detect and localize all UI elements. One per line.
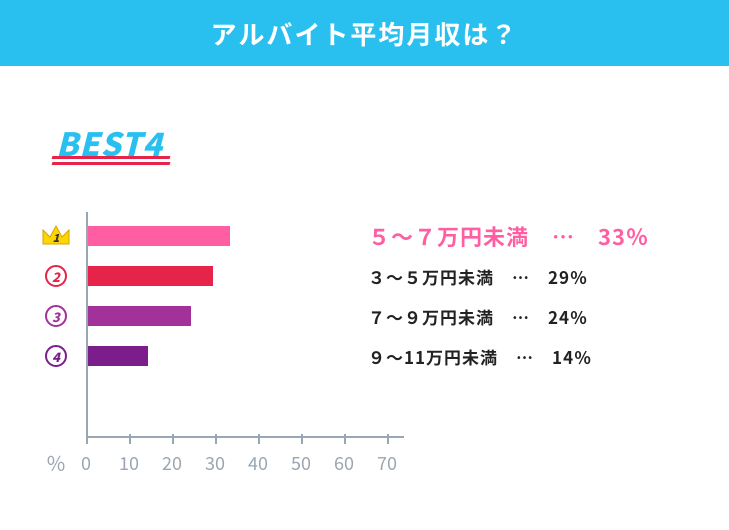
svg-text:1: 1 — [53, 230, 60, 246]
rank-circle-icon: 4 — [38, 340, 74, 372]
x-tick — [172, 434, 174, 444]
x-tick-label: 10 — [119, 450, 139, 476]
chart-row: 1 ５～７万円未満 … 33％ — [38, 220, 698, 252]
row-label: ５～７万円未満 … 33％ — [368, 220, 649, 252]
x-tick — [387, 434, 389, 444]
x-tick-label: 0 — [81, 450, 91, 476]
bar — [88, 226, 230, 246]
x-tick-label: 60 — [334, 450, 354, 476]
chart-row: 4 ９～11万円未満 … 14％ — [38, 340, 698, 372]
bar — [88, 306, 191, 326]
header-banner: アルバイト平均月収は？ — [0, 0, 729, 66]
bar — [88, 266, 213, 286]
x-tick-label: 50 — [291, 450, 311, 476]
best4-underline — [52, 156, 170, 166]
x-tick-label: 20 — [162, 450, 182, 476]
x-tick — [215, 434, 217, 444]
x-tick-label: 30 — [205, 450, 225, 476]
rank-circle-icon: 2 — [38, 260, 74, 292]
rank-circle-icon: 3 — [38, 300, 74, 332]
x-tick — [129, 434, 131, 444]
chart-row: 2 ３～５万円未満 … 29％ — [38, 260, 698, 292]
x-tick-label: 40 — [248, 450, 268, 476]
chart-row: 3 ７～９万円未満 … 24％ — [38, 300, 698, 332]
x-tick — [86, 434, 88, 444]
x-tick-label: 70 — [377, 450, 397, 476]
x-axis — [86, 436, 404, 438]
row-label: ３～５万円未満 … 29％ — [368, 264, 588, 289]
crown-icon: 1 — [38, 220, 74, 252]
row-label: ７～９万円未満 … 24％ — [368, 304, 588, 329]
best4-badge: BEST4 — [56, 120, 163, 166]
percent-symbol: ％ — [46, 448, 66, 477]
x-tick — [344, 434, 346, 444]
bar — [88, 346, 148, 366]
x-tick — [258, 434, 260, 444]
row-label: ９～11万円未満 … 14％ — [368, 344, 592, 369]
x-tick — [301, 434, 303, 444]
header-title: アルバイト平均月収は？ — [211, 15, 519, 52]
